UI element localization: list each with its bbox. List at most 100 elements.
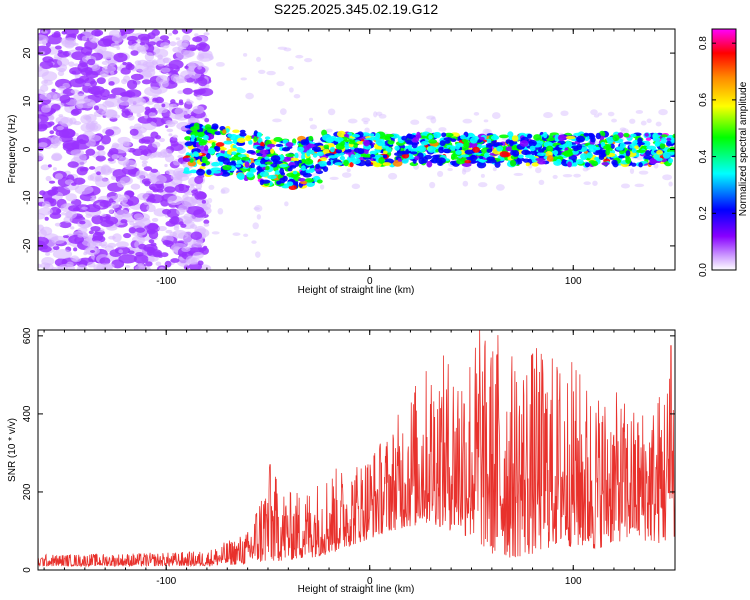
spectrogram-cell	[414, 155, 420, 161]
spectrogram-cell	[605, 145, 610, 151]
spectrogram-cell	[148, 112, 157, 119]
spectrogram-cell	[85, 148, 96, 156]
spectrogram-cell	[301, 153, 306, 161]
spectrogram-cell	[455, 143, 461, 150]
spectrogram-cell	[60, 212, 66, 216]
spectrogram-cell	[75, 98, 96, 109]
spectrogram-cell	[57, 70, 65, 77]
spectrogram-cell	[67, 161, 79, 168]
spectrogram-cell	[122, 159, 137, 170]
spectrogram-cell	[107, 59, 117, 66]
spectrogram-cell	[364, 127, 370, 134]
spectrogram-cell	[73, 153, 87, 163]
spectrogram-cell	[108, 235, 116, 240]
spectrogram-cell	[378, 113, 387, 119]
spectrogram-cell	[333, 137, 344, 142]
spectrogram-cell	[666, 137, 672, 142]
spectrogram-cell	[477, 182, 488, 188]
spectrogram-cell	[343, 133, 350, 138]
snr-ytick-label: 200	[22, 483, 33, 500]
spectrogram-cell	[49, 130, 55, 135]
spectrogram-cell	[631, 162, 637, 167]
spectrogram-cell	[96, 145, 105, 151]
spectrogram-cell	[124, 110, 131, 116]
spectrogram-cell	[40, 30, 48, 34]
spectrogram-cell	[137, 116, 153, 124]
spectrogram-cell	[126, 79, 138, 90]
spectrogram-xtick-label: 0	[367, 276, 373, 287]
spectrogram-cell	[525, 162, 531, 167]
spectrogram-cell	[618, 155, 625, 159]
spectrogram-cell	[187, 160, 197, 167]
spectrogram-cell	[130, 183, 141, 190]
spectrogram-cell	[485, 142, 496, 147]
spectrogram-cell	[190, 231, 203, 240]
spectrogram-cell	[169, 231, 178, 237]
spectrogram-cell	[57, 57, 70, 67]
spectrogram-cell	[140, 136, 155, 145]
spectrogram-cell	[204, 117, 210, 123]
spectrogram-cell	[259, 149, 269, 155]
spectrogram-cell	[619, 150, 625, 155]
spectrogram-cell	[99, 257, 111, 266]
spectrogram-cell	[143, 180, 151, 187]
spectrogram-cell	[546, 145, 554, 153]
spectrogram-cell	[429, 181, 436, 189]
spectrogram-cell	[266, 70, 276, 76]
spectrogram-cell	[206, 169, 212, 175]
spectrogram-cell	[441, 132, 447, 138]
spectrogram-cell	[428, 139, 438, 144]
spectrogram-cell	[38, 154, 45, 161]
spectrogram-cell	[110, 42, 120, 48]
colorbar-tick-label: 0.6	[698, 92, 709, 106]
spectrogram-cell	[486, 138, 492, 144]
spectrogram-cell	[160, 148, 173, 158]
spectrogram-cell	[649, 157, 657, 165]
spectrogram-cell	[168, 133, 173, 137]
spectrogram-cell	[211, 231, 220, 235]
spectrogram-cell	[59, 94, 71, 104]
spectrogram-cell	[135, 251, 144, 257]
spectrogram-cell	[645, 150, 651, 156]
spectrogram-cell	[496, 145, 504, 152]
spectrogram-cell	[447, 167, 453, 172]
spectrogram-cell	[122, 61, 127, 66]
spectrogram-cell	[590, 109, 598, 116]
spectrogram-cell	[184, 136, 192, 141]
colorbar-tick-label: 0.8	[698, 36, 709, 50]
spectrogram-cell	[158, 107, 168, 114]
spectrogram-cell	[75, 46, 84, 51]
spectrogram-cell	[189, 169, 198, 174]
spectrogram-cell	[197, 260, 204, 266]
spectrogram-cell	[240, 77, 247, 81]
spectrogram-cell	[127, 250, 135, 255]
spectrogram-cell	[208, 128, 214, 134]
spectrogram-cell	[292, 170, 298, 175]
spectrogram-xlabel: Height of straight line (km)	[298, 285, 415, 296]
spectrogram-cell	[41, 201, 51, 209]
spectrogram-cell	[265, 166, 270, 171]
spectrogram-cell	[160, 67, 171, 73]
spectrogram-cell	[87, 58, 96, 66]
spectrogram-cell	[117, 136, 131, 145]
spectrogram-cell	[563, 150, 573, 157]
spectrogram-cell	[134, 63, 149, 73]
spectrogram-cell	[208, 184, 215, 190]
spectrogram-cell	[343, 159, 349, 167]
spectrogram-cell	[178, 204, 189, 213]
spectrogram-cell	[140, 149, 149, 156]
snr-line	[38, 330, 675, 568]
spectrogram-cell	[181, 29, 193, 34]
spectrogram-cell	[148, 239, 155, 244]
spectrogram-cell	[571, 150, 579, 155]
spectrogram-cell	[232, 129, 240, 133]
spectrogram-cell	[90, 197, 96, 202]
spectrogram-cell	[444, 132, 454, 138]
spectrogram-cell	[309, 149, 315, 155]
spectrogram-cell	[347, 118, 358, 124]
spectrogram-cell	[191, 189, 199, 194]
spectrogram-cell	[611, 159, 618, 166]
spectrogram-cell	[196, 187, 202, 191]
spectrogram-cell	[259, 179, 264, 186]
